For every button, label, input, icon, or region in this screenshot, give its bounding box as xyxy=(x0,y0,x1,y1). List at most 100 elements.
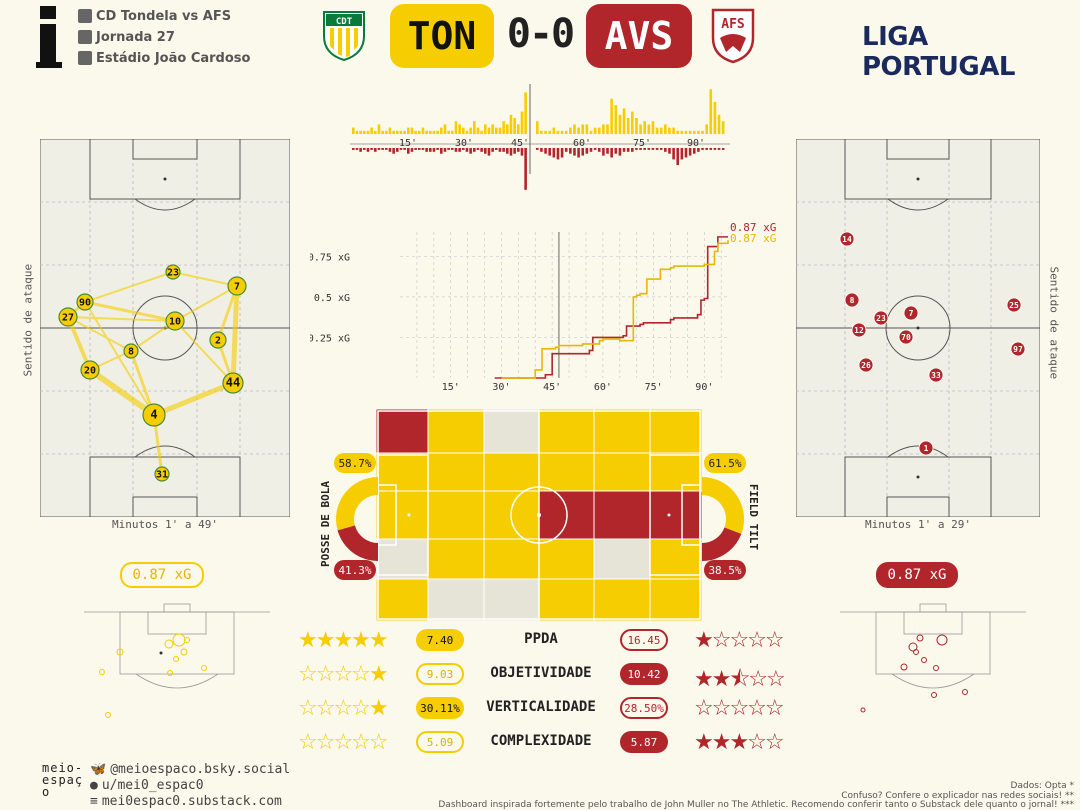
away-flow-bar xyxy=(480,148,483,152)
brand-logo: meio-espaço xyxy=(42,761,84,799)
home-flow-bar xyxy=(651,121,655,134)
player-number: 33 xyxy=(931,371,941,380)
away-flow-bar xyxy=(606,148,609,154)
away-rating-stars: ★★⯪☆☆ xyxy=(694,667,786,692)
territory-cell xyxy=(483,408,540,454)
credit-data: Dados: Opta * xyxy=(1010,781,1074,791)
flow-tick-label: 45' xyxy=(511,138,529,149)
away-flow-bar xyxy=(432,148,436,152)
away-crest-text: AFS xyxy=(721,17,745,32)
y-tick-label: 0.75 xG xyxy=(310,252,350,263)
reddit-handle[interactable]: u/mei0_espac0 xyxy=(101,778,204,793)
player-number: 8 xyxy=(850,296,855,305)
away-flow-bar xyxy=(713,148,717,150)
home-flow-bar xyxy=(536,121,539,134)
home-flow-bar xyxy=(524,92,527,134)
substack-line[interactable]: ≡ mei0espac0.substack.com xyxy=(90,794,282,809)
away-flow-bar xyxy=(540,148,543,152)
home-flow-bar xyxy=(643,121,646,134)
away-flow-bar xyxy=(692,148,696,154)
away-flow-bar xyxy=(556,148,560,160)
territory-cell xyxy=(593,538,651,580)
home-flow-bar xyxy=(606,124,609,134)
home-flow-bar xyxy=(425,130,428,134)
substack-url[interactable]: mei0espac0.substack.com xyxy=(101,794,282,809)
away-flow-bar xyxy=(513,148,516,154)
home-flow-bar xyxy=(556,130,560,134)
y-tick-label: 0.25 xG xyxy=(310,333,350,344)
pass-link xyxy=(151,380,236,418)
away-flow-bar xyxy=(639,148,642,150)
territory-cell xyxy=(427,452,485,492)
home-flow-bar xyxy=(421,127,425,134)
home-flow-bar xyxy=(548,130,551,134)
territory-cell xyxy=(427,538,485,580)
home-flow-bar xyxy=(359,130,362,134)
home-flow-bar xyxy=(614,105,618,134)
home-flow-bar xyxy=(462,127,465,134)
home-flow-bar xyxy=(480,130,483,134)
home-flow-bar xyxy=(610,98,613,134)
home-attack-direction: Sentido de ataque xyxy=(19,264,35,385)
away-flow-bar xyxy=(418,148,421,150)
reddit-line[interactable]: ● u/mei0_espac0 xyxy=(90,778,204,793)
x-tick-label: 15' xyxy=(442,382,460,392)
away-flow-bar xyxy=(451,148,454,150)
home-stat-value: 30.11% xyxy=(416,697,464,719)
away-flow-bar xyxy=(684,148,688,158)
credit-inspiration: Dashboard inspirada fortemente pelo trab… xyxy=(438,800,1074,810)
stat-row: ★★★★★ 7.40 PPDA 16.45 ★☆☆☆☆ xyxy=(296,626,786,656)
home-flow-bar xyxy=(407,127,410,134)
home-flow-bar xyxy=(418,130,421,134)
pass-link xyxy=(172,271,238,287)
away-flow-bar xyxy=(491,148,494,152)
home-rating-stars: ☆☆☆☆★ xyxy=(298,696,389,721)
player-number: 23 xyxy=(876,314,886,323)
home-flow-bar xyxy=(589,130,593,134)
away-xg-pill: 0.87 xG xyxy=(876,562,958,588)
away-flow-bar xyxy=(352,148,355,150)
home-flow-bar xyxy=(560,130,564,134)
territory-pitch xyxy=(375,408,703,622)
home-flow-bar xyxy=(593,127,597,134)
away-flow-bar xyxy=(454,148,458,152)
home-flow-bar xyxy=(392,130,395,134)
away-flow-bar xyxy=(655,148,659,150)
player-node: 8 xyxy=(123,343,139,359)
away-flow-bar xyxy=(680,148,684,160)
player-position: 26 xyxy=(858,357,874,373)
player-node: 7 xyxy=(227,276,247,296)
home-flow-bar xyxy=(581,124,585,134)
away-flow-bar xyxy=(498,148,502,152)
home-flow-bar xyxy=(692,130,696,134)
home-rating-stars: ☆☆☆☆★ xyxy=(298,662,389,687)
home-flow-bar xyxy=(458,124,461,134)
home-flow-bar xyxy=(476,127,480,134)
player-position: 8 xyxy=(844,292,860,308)
xg-flow-bars: 15' 30' 45' 60' 75' 90' xyxy=(350,84,730,190)
away-positions-caption: Minutos 1' a 29' xyxy=(865,518,971,531)
player-node: 27 xyxy=(58,307,78,327)
player-number: 27 xyxy=(62,313,74,324)
away-flow-bar xyxy=(443,148,447,152)
home-stat-value: 5.09 xyxy=(416,731,464,753)
away-flow-bar xyxy=(705,148,708,150)
home-flow-bar xyxy=(639,124,642,134)
territory-cell xyxy=(483,452,540,492)
bluesky-handle[interactable]: @meioespaco.bsky.social xyxy=(110,762,291,777)
away-flow-bar xyxy=(399,148,403,150)
player-position: 23 xyxy=(873,310,889,326)
home-flow-bar xyxy=(577,127,580,134)
away-flow-bar xyxy=(647,148,651,150)
territory-cell xyxy=(593,408,651,454)
away-flow-bar xyxy=(577,148,580,158)
away-flow-bar xyxy=(447,148,450,150)
bluesky-line[interactable]: 🦋 @meioespaco.bsky.social xyxy=(90,762,290,777)
player-position: 70 xyxy=(898,329,914,345)
away-flow-bar xyxy=(502,148,505,152)
home-flow-bar xyxy=(502,121,505,134)
possession-label: POSSE DE BOLA xyxy=(319,480,332,568)
territory-cell xyxy=(649,408,703,454)
away-flow-bar xyxy=(622,148,626,152)
